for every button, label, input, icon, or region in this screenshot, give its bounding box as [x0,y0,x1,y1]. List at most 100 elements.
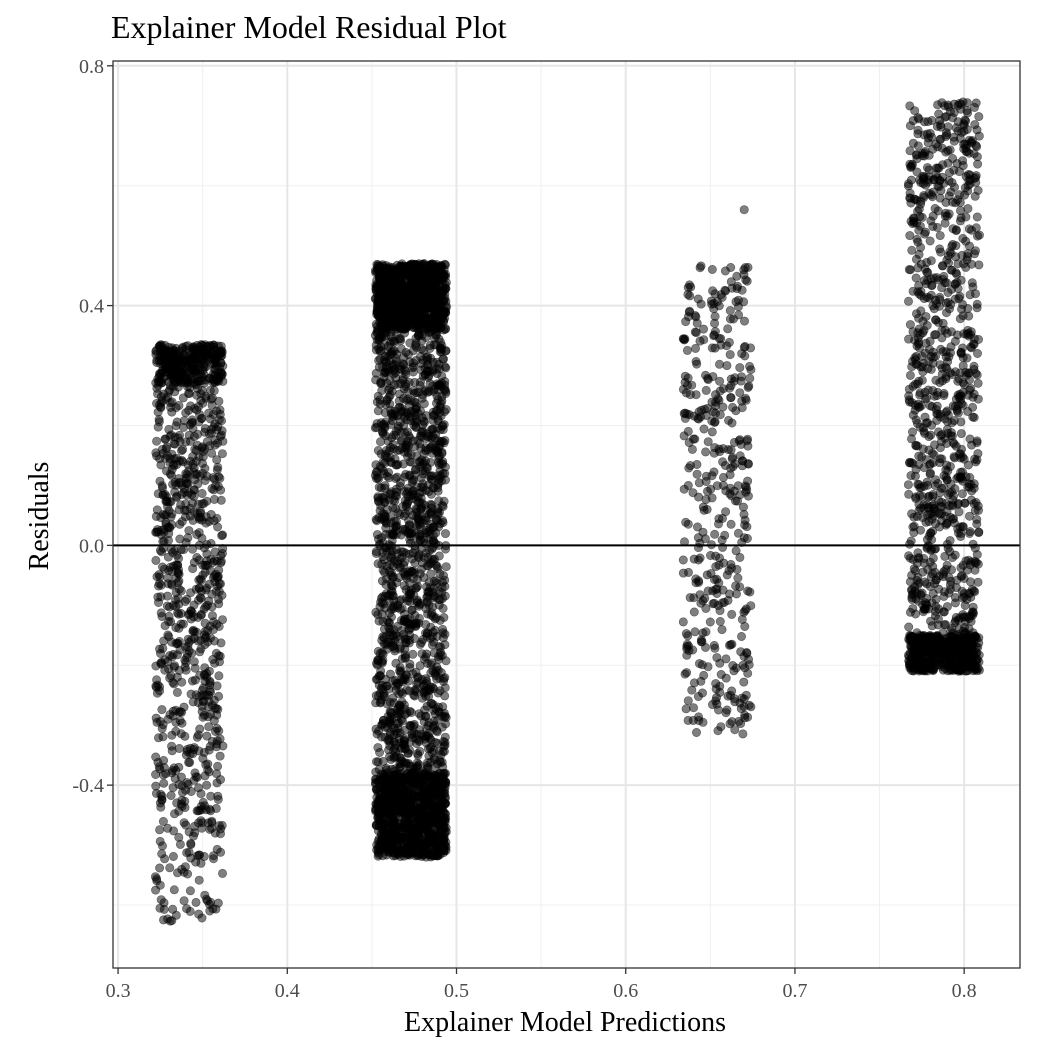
data-point [381,361,391,371]
data-point [717,625,727,635]
data-point [440,732,450,742]
data-point [174,623,184,633]
data-point [152,688,162,698]
data-point [711,696,721,706]
data-point [407,605,417,615]
data-point [709,598,719,608]
data-point [723,691,733,701]
data-point [174,832,184,842]
data-point [428,522,438,532]
data-point [152,505,162,515]
data-point [683,519,693,529]
data-point [179,487,189,497]
data-point [692,469,702,479]
data-point [177,517,187,527]
data-point [437,448,447,458]
data-point [428,611,438,621]
data-point [403,441,413,451]
data-point [195,724,205,734]
data-point [153,525,163,535]
data-point [730,697,740,707]
data-point [184,827,194,837]
data-point [407,554,417,564]
data-point [192,552,202,562]
data-point [698,717,708,727]
data-point [167,730,177,740]
data-point [209,854,219,864]
data-point [216,775,226,785]
data-point [170,546,180,556]
data-point [433,380,443,390]
data-point [214,594,224,604]
data-point [743,668,753,678]
data-point [156,895,166,905]
data-point [183,533,193,543]
data-point [185,886,195,896]
data-point [735,552,745,562]
data-point [745,373,755,383]
data-point [204,767,214,777]
data-point [412,618,422,628]
data-point [390,368,400,378]
data-point [712,588,722,598]
data-point [439,438,449,448]
data-point [381,261,391,271]
data-point [215,657,225,667]
data-point [438,624,448,634]
data-point [155,825,165,835]
data-point [404,521,414,531]
data-point [206,394,216,404]
data-point [726,519,736,529]
data-point [689,554,699,564]
data-point [370,470,380,480]
data-point [213,368,223,378]
data-point [713,705,723,715]
data-point [434,478,444,488]
data-point [407,478,417,488]
data-point [196,575,206,585]
data-point [439,325,449,335]
data-point [413,331,423,341]
data-point [373,843,383,853]
data-point [198,347,208,357]
data-point [210,703,220,713]
data-point [157,611,167,621]
data-point [377,323,387,333]
data-point [185,355,195,365]
data-point [429,576,439,586]
data-point [432,725,442,735]
data-point [436,811,446,821]
data-point [172,650,182,660]
data-point [430,443,440,453]
data-point [707,264,717,274]
data-point [739,205,749,215]
data-point [212,619,222,629]
data-point [376,483,386,493]
data-point [903,480,913,490]
data-point [428,666,438,676]
data-point [437,825,447,835]
data-point [380,591,390,601]
data-point [712,574,722,584]
data-point [399,360,409,370]
data-point [217,449,227,459]
data-point [678,617,688,627]
data-point [197,413,207,423]
data-point [176,374,186,384]
data-point [414,792,424,802]
data-point [171,717,181,727]
data-point [202,672,212,682]
data-point [391,473,401,483]
data-point [696,299,706,309]
data-point [216,824,226,834]
data-point [686,282,696,292]
data-point [691,727,701,737]
data-point [188,515,198,525]
data-point [195,850,205,860]
data-point [376,378,386,388]
data-point [679,484,689,494]
data-point [416,637,426,647]
grid [113,61,1020,968]
data-point [160,854,170,864]
data-point [210,547,220,557]
